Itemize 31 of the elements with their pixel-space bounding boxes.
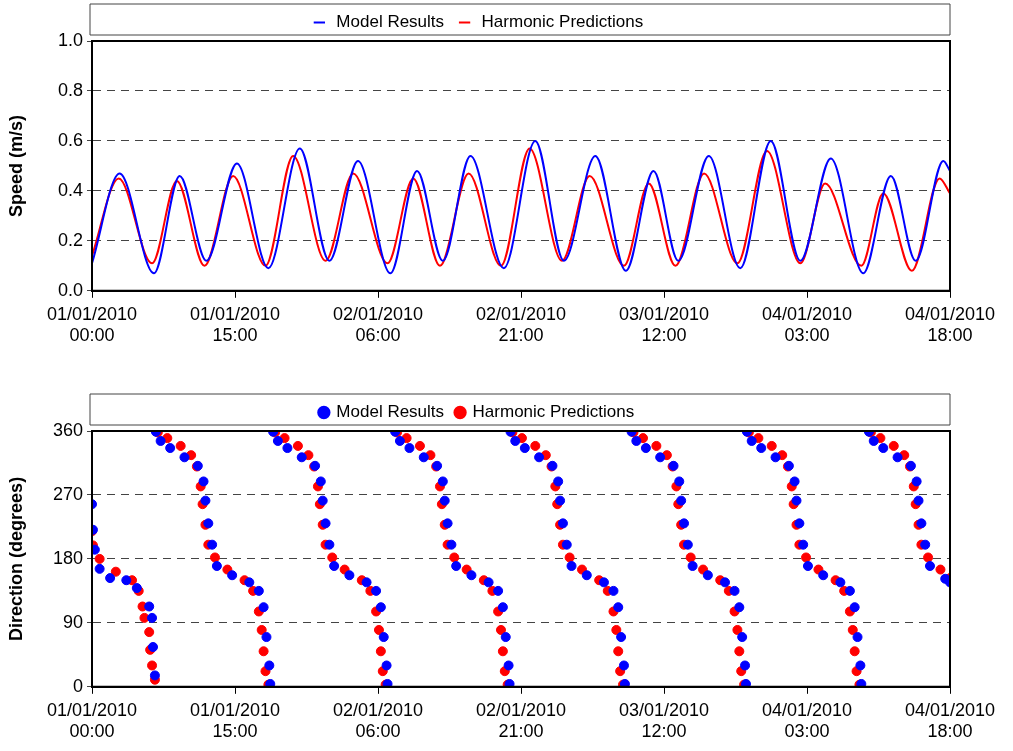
y-tick-label: 360 xyxy=(52,419,83,440)
x-tick-label: 03/01/2010 12:00 xyxy=(618,699,710,742)
y-tick-label: 0.4 xyxy=(57,179,83,200)
x-tick-label: 03/01/2010 12:00 xyxy=(618,303,710,346)
y-tick-label: 90 xyxy=(62,611,83,632)
x-tick-label: 04/01/2010 03:00 xyxy=(761,303,853,346)
legend-label: Model Results xyxy=(336,402,445,422)
x-tick-label: 01/01/2010 00:00 xyxy=(46,303,138,346)
y-tick-label: 0.0 xyxy=(57,279,83,300)
y-tick-label: 0 xyxy=(72,675,83,696)
x-tick-label: 02/01/2010 21:00 xyxy=(475,303,567,346)
x-tick-label: 01/01/2010 15:00 xyxy=(189,303,281,346)
x-tick-label: 02/01/2010 21:00 xyxy=(475,699,567,742)
y-tick-label: 1.0 xyxy=(57,29,83,50)
x-tick-label: 01/01/2010 15:00 xyxy=(189,699,281,742)
x-tick-label: 02/01/2010 06:00 xyxy=(332,303,424,346)
legend-label: Harmonic Predictions xyxy=(481,12,644,32)
x-tick-label: 04/01/2010 03:00 xyxy=(761,699,853,742)
x-tick-label: 04/01/2010 18:00 xyxy=(904,699,996,742)
x-tick-label: 02/01/2010 06:00 xyxy=(332,699,424,742)
y-axis-title: Direction (degrees) xyxy=(5,476,26,641)
legend-label: Model Results xyxy=(336,12,445,32)
y-axis-title: Speed (m/s) xyxy=(5,114,26,217)
y-tick-label: 180 xyxy=(52,547,83,568)
y-tick-label: 0.6 xyxy=(57,129,83,150)
x-tick-label: 01/01/2010 00:00 xyxy=(46,699,138,742)
y-tick-label: 0.8 xyxy=(57,79,83,100)
y-tick-label: 270 xyxy=(52,483,83,504)
x-tick-label: 04/01/2010 18:00 xyxy=(904,303,996,346)
legend-label: Harmonic Predictions xyxy=(472,402,635,422)
y-tick-label: 0.2 xyxy=(57,229,83,250)
